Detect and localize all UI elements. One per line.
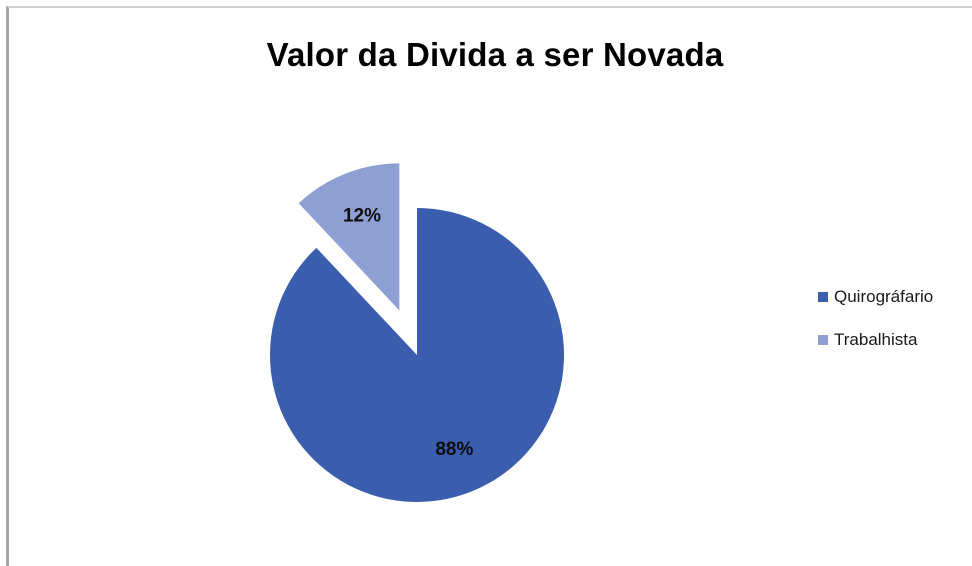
chart-title: Valor da Divida a ser Novada bbox=[266, 36, 724, 73]
pie-slice-trabalhista bbox=[298, 163, 400, 311]
legend-swatch-quirografario bbox=[818, 291, 828, 302]
legend-item-trabalhista: Trabalhista bbox=[818, 329, 933, 350]
pie-chart: 88% 12% bbox=[270, 163, 564, 503]
data-label-quirografario: 88% bbox=[435, 439, 473, 460]
legend-label-quirografario: Quirográfario bbox=[834, 286, 934, 306]
legend-item-quirografario: Quirográfario bbox=[818, 286, 933, 307]
legend: Quirográfario Trabalhista bbox=[818, 286, 933, 372]
legend-swatch-trabalhista bbox=[818, 334, 828, 345]
legend-label-trabalhista: Trabalhista bbox=[834, 329, 918, 349]
pie-slice-quirografario bbox=[270, 208, 564, 503]
data-label-trabalhista: 12% bbox=[343, 206, 381, 227]
